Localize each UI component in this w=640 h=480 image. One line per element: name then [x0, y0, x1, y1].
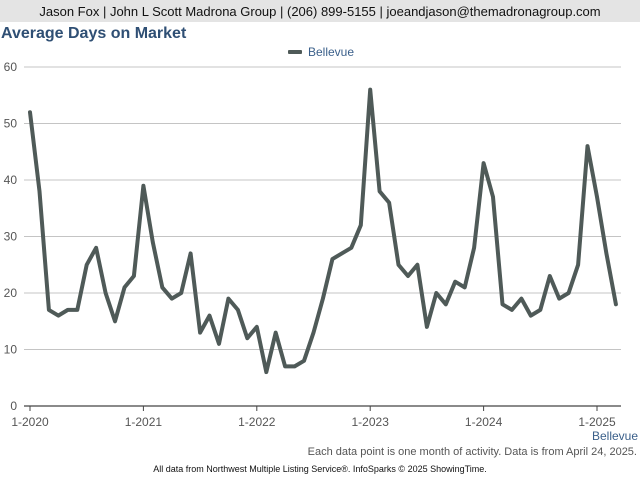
data-point — [28, 110, 32, 114]
data-footnote: Each data point is one month of activity… — [307, 446, 637, 458]
data-point — [170, 297, 174, 301]
data-point — [321, 297, 325, 301]
data-point — [255, 325, 259, 329]
data-point — [585, 144, 590, 148]
contact-text: Jason Fox | John L Scott Madrona Group |… — [39, 3, 601, 19]
y-tick-label: 20 — [4, 286, 18, 300]
data-point — [434, 291, 438, 295]
x-axis-label: Bellevue — [591, 429, 638, 443]
data-point — [274, 330, 278, 335]
data-point — [491, 195, 495, 199]
data-point — [557, 297, 561, 301]
chart-title: Average Days on Market — [1, 25, 187, 42]
legend-label: Bellevue — [308, 45, 355, 59]
data-point — [368, 88, 372, 92]
data-point — [538, 308, 542, 312]
data-point — [463, 285, 467, 289]
y-tick-label: 10 — [4, 343, 18, 357]
data-point — [85, 263, 89, 267]
data-point — [226, 297, 231, 301]
data-point — [179, 291, 183, 295]
data-point — [160, 285, 164, 289]
data-point — [614, 302, 618, 306]
data-point — [359, 223, 363, 227]
chart-legend: Bellevue — [288, 45, 354, 59]
data-point — [595, 195, 599, 199]
series-line-bellevue — [28, 87, 618, 375]
data-point — [132, 274, 136, 278]
contact-header: Jason Fox | John L Scott Madrona Group |… — [0, 0, 640, 22]
data-point — [349, 246, 353, 250]
data-point — [104, 291, 108, 295]
data-point — [122, 285, 127, 289]
x-tick-label: 1-2023 — [352, 415, 390, 429]
data-point — [472, 246, 476, 250]
legend-swatch — [288, 50, 302, 54]
data-source: All data from Northwest Multiple Listing… — [153, 464, 487, 474]
data-point — [510, 308, 514, 312]
y-tick-label: 0 — [10, 399, 17, 413]
data-point — [387, 201, 391, 205]
data-point — [576, 263, 580, 267]
data-point — [198, 330, 202, 335]
y-tick-label: 30 — [4, 230, 18, 244]
data-point — [311, 330, 316, 335]
data-point — [113, 319, 117, 323]
data-point — [66, 308, 70, 312]
data-point — [94, 246, 98, 250]
data-point — [425, 325, 429, 329]
data-point — [56, 314, 60, 318]
data-point — [245, 336, 249, 340]
data-point — [283, 364, 287, 369]
data-point — [482, 161, 486, 165]
data-point — [75, 308, 79, 312]
data-point — [264, 370, 268, 374]
data-point — [444, 302, 448, 306]
data-point — [189, 251, 193, 256]
data-point — [47, 308, 51, 312]
data-point — [567, 291, 571, 295]
x-tick-label: 1-2021 — [125, 415, 163, 429]
data-point — [604, 251, 609, 256]
data-point — [302, 359, 306, 363]
y-tick-label: 50 — [4, 117, 18, 131]
x-tick-label: 1-2024 — [465, 415, 503, 429]
data-point — [141, 184, 145, 188]
data-point — [548, 274, 552, 278]
y-tick-label: 60 — [4, 60, 18, 74]
data-point — [396, 263, 401, 267]
data-point — [529, 314, 533, 318]
x-tick-label: 1-2022 — [238, 415, 276, 429]
data-point — [293, 364, 297, 369]
data-point — [37, 189, 42, 193]
data-point — [415, 263, 420, 267]
data-point — [340, 251, 344, 256]
data-point — [453, 280, 457, 284]
data-point — [378, 189, 382, 193]
data-point — [207, 314, 212, 318]
data-point — [217, 342, 221, 346]
y-tick-label: 40 — [4, 173, 18, 187]
x-tick-label: 1-2020 — [11, 415, 49, 429]
data-point — [330, 257, 334, 261]
data-point — [236, 308, 240, 312]
data-point — [406, 274, 410, 278]
data-point — [500, 302, 505, 306]
x-tick-label: 1-2025 — [578, 415, 616, 429]
data-point — [519, 297, 524, 301]
data-point — [151, 240, 155, 244]
